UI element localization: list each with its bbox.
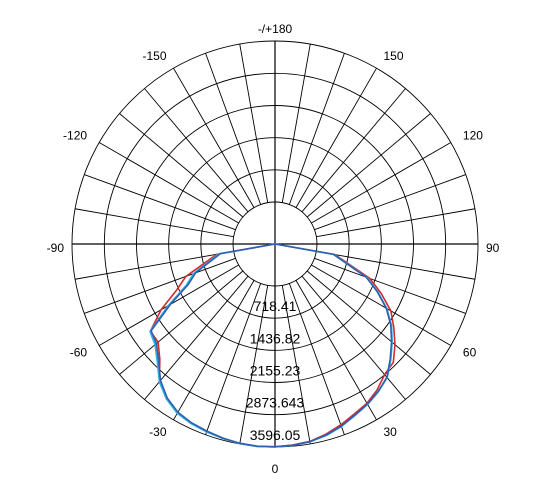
polar-spoke: [316, 250, 475, 280]
polar-spoke: [281, 285, 311, 444]
polar-inner-circle: [232, 201, 318, 287]
polar-spoke: [98, 142, 239, 224]
polar-spoke: [84, 257, 236, 314]
angle-tick-label: -90: [47, 241, 65, 255]
polar-spoke: [281, 44, 311, 203]
polar-spoke: [314, 257, 466, 314]
angle-tick-label: -120: [63, 129, 87, 143]
polar-spoke: [295, 280, 377, 421]
polar-grid: [71, 40, 479, 448]
angle-tick-label: -/+180: [258, 22, 293, 36]
polar-spoke: [311, 142, 452, 224]
polar-spoke: [144, 275, 249, 400]
polar-spoke: [239, 44, 269, 203]
polar-ring: [103, 72, 447, 416]
angle-tick-label: -150: [142, 49, 166, 63]
angle-tick-label: -60: [70, 346, 88, 360]
angle-tick-label: 120: [463, 129, 483, 143]
polar-spoke: [75, 208, 234, 238]
polar-series-layer: [149, 243, 396, 448]
polar-spoke: [301, 88, 406, 213]
polar-spoke: [173, 280, 255, 421]
polar-spoke: [311, 264, 452, 346]
radial-tick-label: 1436.82: [250, 330, 301, 346]
radial-tick-label: 2873.643: [246, 395, 305, 411]
polar-spoke: [144, 88, 249, 213]
angle-tick-label: 60: [463, 346, 477, 360]
angle-labels: 0 30 60 90 120 150 -/+180 -150 -120 -90 -60 -30: [47, 22, 500, 476]
angle-tick-label: 90: [486, 241, 500, 255]
polar-spoke: [119, 113, 244, 218]
ring-labels: 718.41 1436.82 2155.23 2873.643 3596.05: [246, 298, 305, 443]
angle-tick-label: -30: [149, 425, 167, 439]
angle-tick-label: 0: [272, 462, 279, 476]
polar-spoke: [288, 53, 345, 205]
polar-spoke: [205, 53, 262, 205]
polar-spoke: [239, 285, 269, 444]
radial-tick-label: 3596.05: [250, 427, 301, 443]
polar-spoke: [295, 67, 377, 208]
polar-ring: [136, 105, 414, 383]
radial-tick-label: 2155.23: [250, 362, 301, 378]
polar-spoke: [306, 270, 431, 375]
polar-spoke: [119, 270, 244, 375]
polar-spoke: [75, 250, 234, 280]
polar-spoke: [173, 67, 255, 208]
polar-spoke: [314, 174, 466, 231]
polar-ring: [168, 137, 382, 351]
intensity-curve: [150, 243, 393, 448]
polar-spoke: [84, 174, 236, 231]
polar-spoke: [306, 113, 431, 218]
polar-spoke: [301, 275, 406, 400]
angle-tick-label: 150: [384, 49, 404, 63]
polar-ring: [200, 169, 350, 319]
polar-spoke: [316, 208, 475, 238]
polar-spoke: [288, 283, 345, 435]
angle-tick-label: 30: [384, 425, 398, 439]
radial-tick-label: 718.41: [254, 298, 297, 314]
polar-spoke: [205, 283, 262, 435]
